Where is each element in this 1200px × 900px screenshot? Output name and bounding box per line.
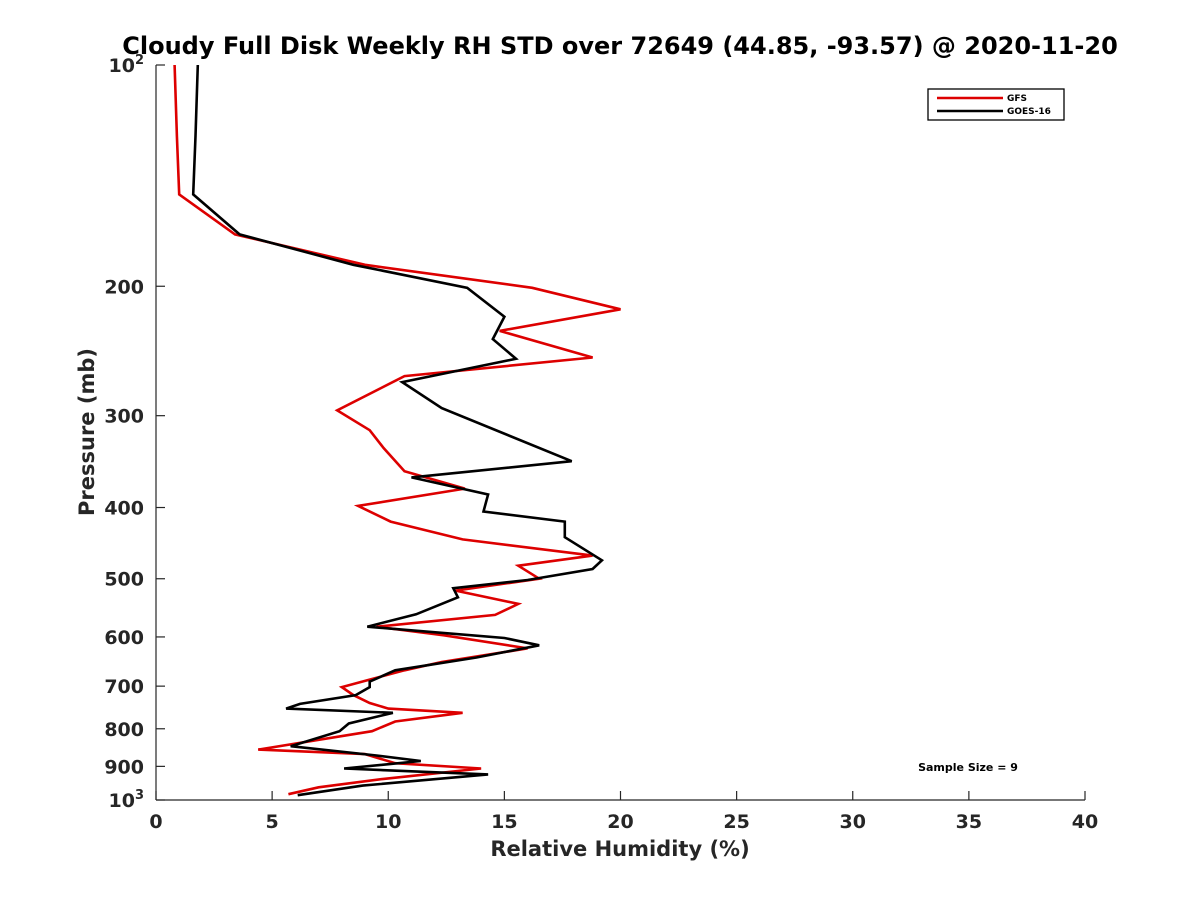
x-tick-label: 20	[607, 811, 633, 833]
x-tick-label: 35	[956, 811, 982, 833]
y-tick-label: 600	[104, 627, 144, 649]
x-tick-label: 25	[723, 811, 749, 833]
y-tick-label: 102	[109, 53, 145, 77]
chart-title: Cloudy Full Disk Weekly RH STD over 7264…	[122, 32, 1118, 60]
x-tick-label: 15	[491, 811, 517, 833]
y-tick-label: 500	[104, 569, 144, 591]
y-tick-label: 800	[104, 719, 144, 741]
y-tick-label: 103	[109, 788, 145, 812]
legend-box	[927, 88, 1065, 121]
x-tick-label: 10	[375, 811, 401, 833]
series-layer	[173, 64, 621, 797]
y-tick-label: 900	[104, 756, 144, 778]
y-tick-exponent: 2	[135, 53, 144, 68]
legend-label: GOES-16	[1007, 107, 1051, 117]
legend: GFS GOES-16	[927, 88, 1065, 121]
x-tick-label: 40	[1072, 811, 1098, 833]
sample-size-annotation: Sample Size = 9	[918, 761, 1018, 774]
y-tick-base: 10	[109, 55, 135, 77]
y-tick-base: 10	[109, 790, 135, 812]
legend-label: GFS	[1007, 94, 1027, 104]
x-axis-label: Relative Humidity (%)	[490, 837, 749, 861]
y-tick-label: 400	[104, 498, 144, 520]
x-axis-ticks: 0 5 10 15 20 25 30 35 40	[149, 791, 1098, 833]
x-tick-label: 30	[840, 811, 866, 833]
x-tick-label: 0	[149, 811, 162, 833]
plot-area	[155, 65, 1085, 801]
y-tick-label: 200	[104, 276, 144, 298]
y-tick-label: 700	[104, 676, 144, 698]
x-tick-label: 5	[266, 811, 279, 833]
y-tick-exponent: 3	[135, 788, 144, 803]
y-tick-label: 300	[104, 406, 144, 428]
y-axis-label: Pressure (mb)	[75, 348, 99, 516]
series-line-goes-16	[191, 64, 605, 797]
series-line-gfs	[173, 64, 621, 796]
